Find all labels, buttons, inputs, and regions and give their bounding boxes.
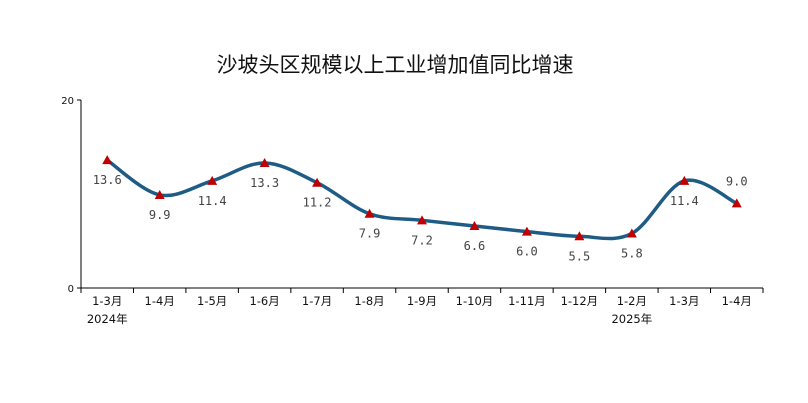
y-tick-label: 0 xyxy=(68,284,74,295)
x-tick-label: 1-7月 xyxy=(302,294,332,308)
x-tick-label: 1-6月 xyxy=(249,294,279,308)
data-point-marker xyxy=(364,208,375,218)
data-label: 9.0 xyxy=(726,174,748,188)
x-tick-label: 1-12月 xyxy=(561,294,599,308)
markers-layer xyxy=(102,155,742,241)
axes: 0 20 xyxy=(61,96,764,295)
data-point-marker xyxy=(469,220,480,230)
data-point-marker xyxy=(154,189,165,199)
data-point-marker xyxy=(626,228,637,238)
data-label: 11.4 xyxy=(670,194,699,208)
data-point-marker xyxy=(679,175,690,185)
x-tick-label: 1-5月 xyxy=(197,294,227,308)
data-label: 13.6 xyxy=(93,173,122,187)
data-point-marker xyxy=(259,157,270,167)
year-label: 2024年 xyxy=(87,312,128,326)
data-point-marker xyxy=(207,175,218,185)
x-tick-label: 1-4月 xyxy=(145,294,175,308)
data-point-marker xyxy=(574,231,585,241)
y-tick-label: 20 xyxy=(61,96,74,107)
year-label: 2025年 xyxy=(611,312,652,326)
x-tick-label: 1-8月 xyxy=(354,294,384,308)
data-label: 11.4 xyxy=(198,194,227,208)
data-label: 7.9 xyxy=(359,227,381,241)
x-tick-label: 1-10月 xyxy=(456,294,494,308)
data-label: 9.9 xyxy=(149,208,171,222)
x-tick-label: 1-9月 xyxy=(407,294,437,308)
x-tick-label: 1-4月 xyxy=(722,294,752,308)
x-tick-label: 1-11月 xyxy=(508,294,546,308)
data-label: 6.0 xyxy=(516,245,538,259)
x-tick-label: 1-3月 xyxy=(669,294,699,308)
x-tick-label: 1-2月 xyxy=(617,294,647,308)
x-tick-label: 1-3月 xyxy=(92,294,122,308)
data-point-marker xyxy=(312,177,323,187)
data-label: 7.2 xyxy=(411,233,433,247)
data-point-marker xyxy=(731,198,742,208)
data-label: 5.8 xyxy=(621,246,643,260)
data-point-marker xyxy=(417,215,427,225)
x-tick-labels-layer: 1-3月 1-4月 1-5月 1-6月 1-7月 1-8月 1-9月 1-10月 1-11月 1-… xyxy=(87,294,752,326)
data-point-marker xyxy=(102,155,113,165)
data-label: 11.2 xyxy=(303,196,332,210)
chart-title: 沙坡头区规模以上工业增加值同比增速 xyxy=(217,53,574,77)
data-point-marker xyxy=(521,226,532,236)
data-label: 5.5 xyxy=(569,249,591,263)
data-label: 6.6 xyxy=(464,239,486,253)
data-labels-layer: 13.6 9.9 11.4 13.3 11.2 7.9 7.2 6.6 6.0 5.5 5.8 11.… xyxy=(93,173,748,263)
data-label: 13.3 xyxy=(250,176,279,190)
